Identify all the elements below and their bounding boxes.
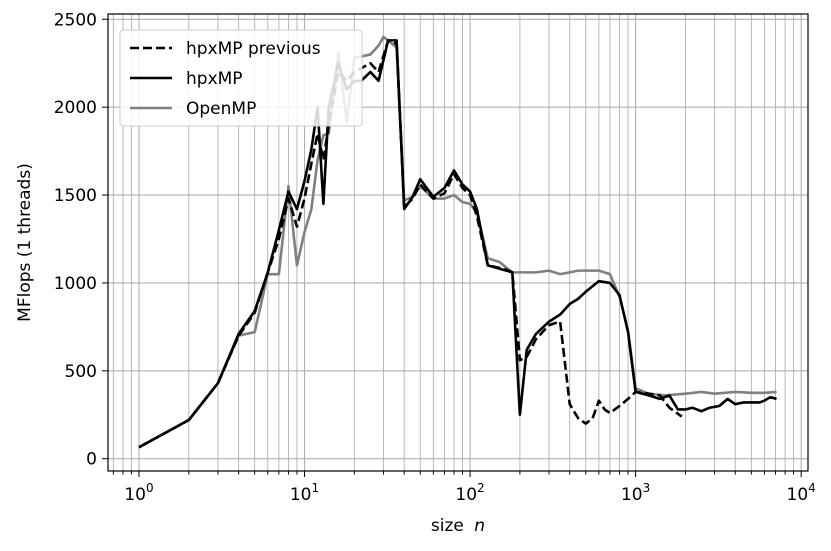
x-tick-label-base: 10	[455, 485, 477, 505]
y-tick-label: 500	[65, 362, 97, 382]
x-tick-label-exponent: 0	[146, 481, 154, 495]
x-tick-label-base: 10	[787, 485, 809, 505]
x-tick-label-base: 10	[290, 485, 312, 505]
y-tick-label: 0	[86, 450, 97, 470]
x-tick-label-exponent: 4	[808, 481, 816, 495]
legend-label: OpenMP	[186, 99, 256, 119]
legend-box	[119, 29, 363, 127]
series-line-hpxmp	[138, 39, 777, 449]
x-tick-label-base: 10	[124, 485, 146, 505]
x-tick-label: 102	[455, 481, 484, 505]
legend-entries: hpxMP previous hpxMP OpenMP	[130, 39, 321, 119]
x-axis-label-variable: n	[474, 516, 485, 536]
x-tick-label: 101	[290, 481, 319, 505]
legend-label: hpxMP	[186, 69, 243, 89]
series-line-openmp	[138, 35, 777, 449]
x-tick-label-exponent: 1	[312, 481, 320, 495]
y-tick-label: 2500	[54, 10, 97, 30]
legend: hpxMP previous hpxMP OpenMP	[119, 29, 363, 127]
x-tick-label: 103	[621, 481, 650, 505]
plot-frame	[107, 13, 809, 472]
y-tick-label: 1000	[54, 274, 97, 294]
x-tick-label-exponent: 3	[643, 481, 651, 495]
y-axis-label: MFlops (1 threads)	[15, 163, 35, 322]
y-tick-label: 2000	[54, 98, 97, 118]
x-tick-label-exponent: 2	[477, 481, 485, 495]
x-tick-label: 100	[124, 481, 153, 505]
x-tick-label: 104	[787, 481, 816, 505]
x-tick-label-base: 10	[621, 485, 643, 505]
series-line-hpxmp-previous	[138, 39, 683, 449]
y-tick-label: 1500	[54, 186, 97, 206]
x-axis-label: size n	[431, 516, 485, 536]
legend-label: hpxMP previous	[186, 39, 321, 59]
series-lines	[138, 35, 777, 449]
x-axis-label-text: size	[431, 516, 464, 536]
